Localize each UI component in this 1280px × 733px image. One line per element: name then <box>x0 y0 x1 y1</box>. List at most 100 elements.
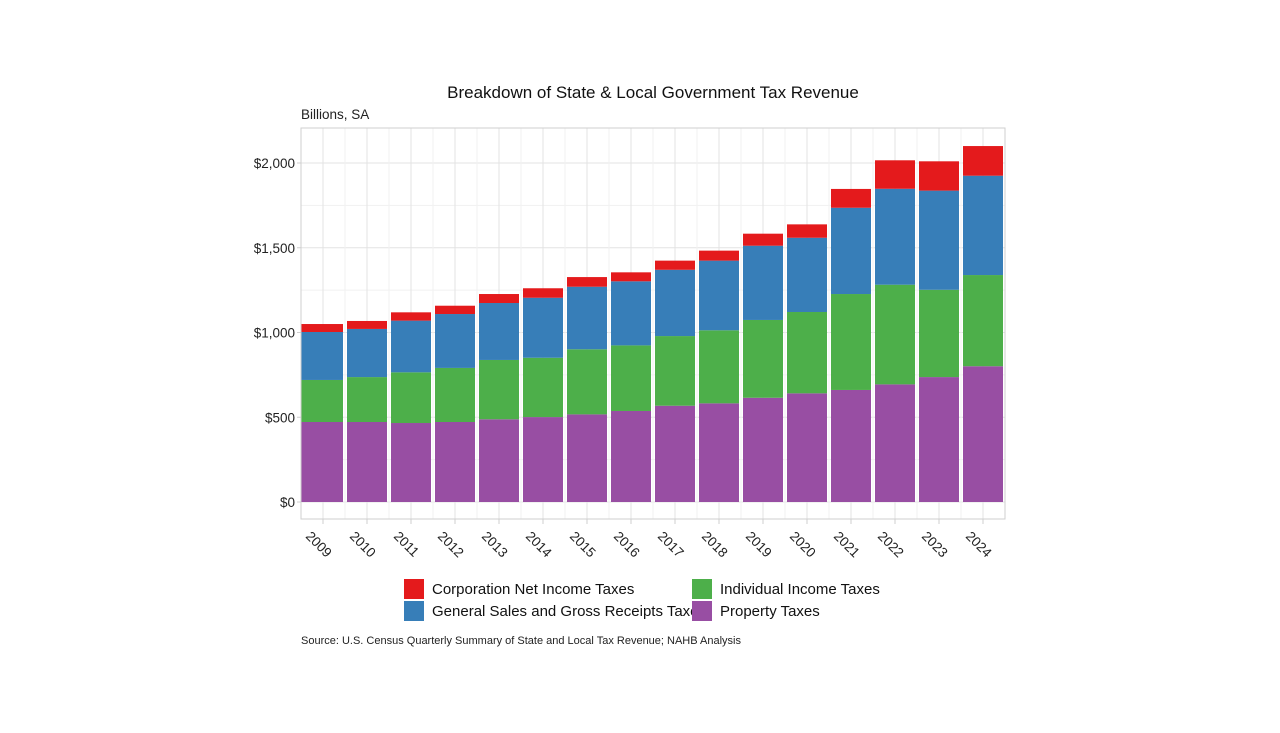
bar-segment-property-taxes-2009 <box>301 421 343 502</box>
bar-segment-individual-income-taxes-2022 <box>875 284 915 385</box>
legend-item: Corporation Net Income Taxes <box>404 579 634 599</box>
bar-segment-individual-income-taxes-2017 <box>655 336 695 406</box>
bar-segment-general-sales-and-gross-receipts-taxes-2020 <box>787 237 827 312</box>
x-axis: 2009 2010 2011 2012 2013 2014 2015 2016 2017 2018… <box>303 519 995 561</box>
bar-segment-property-taxes-2022 <box>875 384 915 502</box>
legend-item: Individual Income Taxes <box>692 579 880 599</box>
legend-label: General Sales and Gross Receipts Taxes <box>432 603 706 620</box>
bar-segment-individual-income-taxes-2009 <box>301 379 343 422</box>
bar-segment-corporation-net-income-taxes-2013 <box>479 294 519 304</box>
bar-segment-corporation-net-income-taxes-2021 <box>831 188 871 208</box>
bar-segment-general-sales-and-gross-receipts-taxes-2010 <box>347 328 387 378</box>
bar-segment-property-taxes-2014 <box>523 417 563 502</box>
x-tick-label: 2020 <box>787 529 819 561</box>
bar-segment-property-taxes-2011 <box>391 423 431 502</box>
x-tick-label: 2021 <box>831 529 863 561</box>
bar-segment-property-taxes-2024 <box>963 366 1003 502</box>
bar-segment-general-sales-and-gross-receipts-taxes-2011 <box>391 320 431 373</box>
legend-label: Corporation Net Income Taxes <box>432 581 634 598</box>
y-tick-label: $500 <box>265 410 295 425</box>
bar-segment-property-taxes-2013 <box>479 419 519 502</box>
x-tick-label: 2017 <box>655 529 687 561</box>
bar-segment-individual-income-taxes-2012 <box>435 367 475 422</box>
bar-segment-general-sales-and-gross-receipts-taxes-2012 <box>435 314 475 368</box>
bar-segment-property-taxes-2018 <box>699 403 739 502</box>
bar-segment-corporation-net-income-taxes-2020 <box>787 224 827 238</box>
bar-segment-corporation-net-income-taxes-2023 <box>919 161 959 191</box>
bar-segment-individual-income-taxes-2018 <box>699 330 739 404</box>
bar-segment-individual-income-taxes-2023 <box>919 289 959 378</box>
legend-label: Property Taxes <box>720 603 820 620</box>
legend-swatch <box>404 601 424 621</box>
bar-segment-property-taxes-2012 <box>435 421 475 502</box>
bar-segment-general-sales-and-gross-receipts-taxes-2022 <box>875 188 915 285</box>
bar-segment-corporation-net-income-taxes-2017 <box>655 260 695 270</box>
bar-segment-general-sales-and-gross-receipts-taxes-2023 <box>919 190 959 290</box>
legend: Corporation Net Income Taxes Individual I… <box>404 579 880 621</box>
bar-segment-property-taxes-2021 <box>831 389 871 502</box>
chart-title: Breakdown of State & Local Government Ta… <box>447 83 859 102</box>
legend-swatch <box>692 601 712 621</box>
bar-segment-corporation-net-income-taxes-2018 <box>699 250 739 261</box>
bar-segment-property-taxes-2015 <box>567 414 607 502</box>
x-tick-label: 2015 <box>567 529 599 561</box>
bar-segment-corporation-net-income-taxes-2022 <box>875 160 915 189</box>
bar-segment-general-sales-and-gross-receipts-taxes-2019 <box>743 245 783 320</box>
bar-segment-general-sales-and-gross-receipts-taxes-2016 <box>611 281 651 346</box>
bar-segment-corporation-net-income-taxes-2016 <box>611 272 651 282</box>
legend-swatch <box>692 579 712 599</box>
bar-segment-corporation-net-income-taxes-2019 <box>743 233 783 246</box>
legend-swatch <box>404 579 424 599</box>
x-tick-label: 2013 <box>479 529 511 561</box>
bar-segment-individual-income-taxes-2021 <box>831 294 871 390</box>
plot-panel-border <box>300 127 1006 520</box>
x-tick-label: 2023 <box>919 529 951 561</box>
bar-segment-general-sales-and-gross-receipts-taxes-2021 <box>831 207 871 295</box>
y-tick-label: $1,500 <box>254 241 295 256</box>
chart-subtitle: Billions, SA <box>301 107 369 122</box>
x-tick-label: 2012 <box>435 529 467 561</box>
bar-segment-corporation-net-income-taxes-2012 <box>435 305 475 315</box>
bar-segment-general-sales-and-gross-receipts-taxes-2018 <box>699 260 739 331</box>
bar-segment-general-sales-and-gross-receipts-taxes-2024 <box>963 175 1003 276</box>
bar-segment-individual-income-taxes-2013 <box>479 359 519 420</box>
bar-segment-corporation-net-income-taxes-2015 <box>567 277 607 287</box>
x-tick-label: 2010 <box>347 529 379 561</box>
bar-segment-individual-income-taxes-2019 <box>743 319 783 398</box>
bar-segment-individual-income-taxes-2014 <box>523 357 563 418</box>
bar-segment-property-taxes-2023 <box>919 377 959 502</box>
x-tick-label: 2014 <box>523 529 555 561</box>
bar-segment-general-sales-and-gross-receipts-taxes-2013 <box>479 303 519 360</box>
y-axis: $0 $500 $1,000 $1,500 $2,000 <box>254 156 301 510</box>
bar-segment-property-taxes-2017 <box>655 405 695 502</box>
bar-segment-individual-income-taxes-2015 <box>567 349 607 415</box>
y-tick-label: $0 <box>280 495 295 510</box>
legend-label: Individual Income Taxes <box>720 581 880 598</box>
bar-segment-individual-income-taxes-2024 <box>963 275 1003 367</box>
bar-segment-general-sales-and-gross-receipts-taxes-2017 <box>655 269 695 337</box>
bar-segment-corporation-net-income-taxes-2011 <box>391 312 431 321</box>
bar-segment-individual-income-taxes-2016 <box>611 345 651 411</box>
x-tick-label: 2009 <box>303 529 335 561</box>
bar-segment-property-taxes-2016 <box>611 410 651 502</box>
x-tick-label: 2024 <box>963 529 995 561</box>
x-tick-label: 2016 <box>611 529 643 561</box>
y-tick-label: $2,000 <box>254 156 295 171</box>
bar-segment-corporation-net-income-taxes-2009 <box>301 324 343 332</box>
bar-segment-individual-income-taxes-2010 <box>347 377 387 422</box>
y-tick-label: $1,000 <box>254 326 295 341</box>
x-tick-label: 2022 <box>875 529 907 561</box>
x-tick-label: 2011 <box>391 529 422 560</box>
bar-segment-individual-income-taxes-2011 <box>391 372 431 424</box>
bar-segment-corporation-net-income-taxes-2024 <box>963 146 1003 176</box>
bar-segment-corporation-net-income-taxes-2014 <box>523 288 563 298</box>
legend-item: General Sales and Gross Receipts Taxes <box>404 601 706 621</box>
x-tick-label: 2018 <box>699 529 731 561</box>
bar-segment-property-taxes-2020 <box>787 393 827 502</box>
bar-segment-property-taxes-2019 <box>743 397 783 502</box>
bar-segment-general-sales-and-gross-receipts-taxes-2009 <box>301 331 343 380</box>
bars <box>301 146 1003 502</box>
bar-segment-general-sales-and-gross-receipts-taxes-2014 <box>523 297 563 358</box>
x-tick-label: 2019 <box>743 529 775 561</box>
